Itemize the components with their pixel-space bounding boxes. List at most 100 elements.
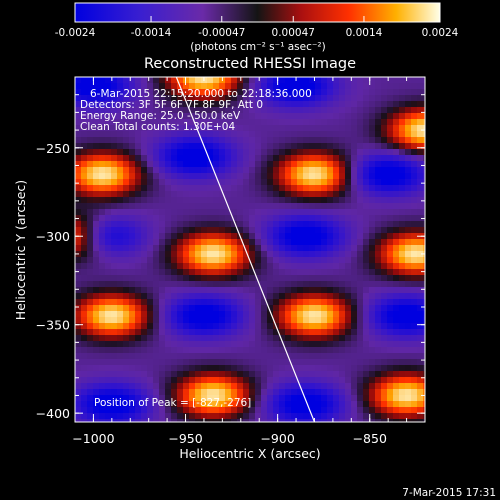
heatmap-cell [297,131,303,137]
heatmap-cell [201,197,207,203]
heatmap-cell [291,149,297,155]
heatmap-cell [363,377,369,383]
heatmap-cell [309,401,315,407]
heatmap-cell [369,317,375,323]
heatmap-cell [255,203,261,209]
heatmap-cell [423,263,425,269]
heatmap-cell [213,209,219,215]
heatmap-cell [375,395,381,401]
heatmap-cell [213,167,219,173]
heatmap-cell [267,101,273,107]
heatmap-cell [297,83,303,89]
heatmap-cell [117,269,123,275]
heatmap-cell [267,371,273,377]
heatmap-cell [105,299,111,305]
heatmap-cell [243,119,249,125]
heatmap-cell [81,329,87,335]
heatmap-cell [321,107,327,113]
heatmap-cell [201,359,207,365]
heatmap-cell [153,233,159,239]
heatmap-cell [387,179,393,185]
heatmap-cell [423,203,425,209]
heatmap-cell [291,281,297,287]
heatmap-cell [177,329,183,335]
heatmap-cell [117,401,123,407]
heatmap-cell [369,125,375,131]
heatmap-cell [105,365,111,371]
heatmap-cell [183,365,189,371]
heatmap-cell [219,329,225,335]
heatmap-cell [339,257,345,263]
heatmap-cell [345,113,351,119]
heatmap-cell [195,389,201,395]
heatmap-cell [411,95,417,101]
heatmap-cell [363,311,369,317]
heatmap-cell [213,227,219,233]
heatmap-cell [291,245,297,251]
heatmap-cell [321,299,327,305]
heatmap-cell [129,233,135,239]
heatmap-cell [375,191,381,197]
heatmap-cell [315,191,321,197]
heatmap-cell [189,239,195,245]
heatmap-cell [93,257,99,263]
heatmap-cell [399,311,405,317]
heatmap-cell [285,371,291,377]
heatmap-cell [129,149,135,155]
heatmap-cell [123,329,129,335]
heatmap-cell [237,179,243,185]
heatmap-cell [171,269,177,275]
heatmap-cell [363,419,369,422]
heatmap-cell [123,377,129,383]
heatmap-cell [117,317,123,323]
heatmap-cell [357,287,363,293]
heatmap-cell [135,359,141,365]
heatmap-cell [411,77,417,83]
heatmap-cell [201,149,207,155]
heatmap-cell [261,209,267,215]
heatmap-cell [369,83,375,89]
heatmap-cell [189,359,195,365]
heatmap-cell [333,383,339,389]
heatmap-cell [225,233,231,239]
heatmap-cell [405,119,411,125]
heatmap-cell [285,389,291,395]
heatmap-cell [201,383,207,389]
heatmap-cell [279,203,285,209]
heatmap-cell [75,113,81,119]
heatmap-cell [195,383,201,389]
heatmap-cell [381,311,387,317]
heatmap-cell [417,101,423,107]
heatmap-cell [201,221,207,227]
heatmap-cell [105,293,111,299]
heatmap-cell [117,419,123,422]
heatmap-cell [381,323,387,329]
heatmap-cell [177,233,183,239]
heatmap-cell [369,413,375,419]
heatmap-cell [99,203,105,209]
heatmap-cell [267,377,273,383]
heatmap-cell [81,317,87,323]
heatmap-cell [273,203,279,209]
heatmap-cell [381,179,387,185]
heatmap-cell [405,107,411,113]
heatmap-cell [159,401,165,407]
heatmap-cell [201,323,207,329]
heatmap-cell [105,335,111,341]
heatmap-cell [165,155,171,161]
heatmap-cell [273,293,279,299]
heatmap-cell [111,281,117,287]
heatmap-cell [315,233,321,239]
heatmap-cell [297,419,303,422]
heatmap-cell [171,395,177,401]
heatmap-cell [387,221,393,227]
heatmap-cell [255,299,261,305]
heatmap-cell [231,239,237,245]
heatmap-cell [87,161,93,167]
heatmap-cell [285,143,291,149]
heatmap-cell [273,89,279,95]
heatmap-cell [345,377,351,383]
heatmap-cell [231,281,237,287]
heatmap-cell [411,263,417,269]
heatmap-cell [87,227,93,233]
